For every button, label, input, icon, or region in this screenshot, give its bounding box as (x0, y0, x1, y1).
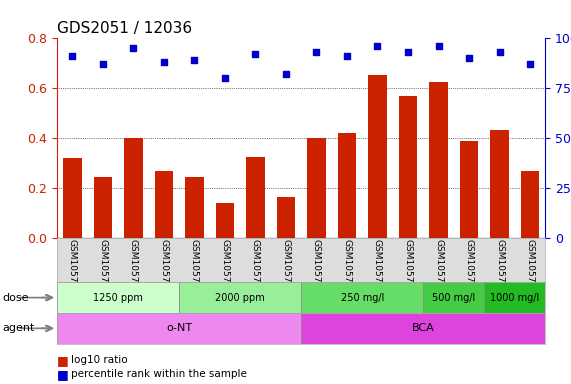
Bar (185, 177, 203, 238)
Text: dose: dose (3, 293, 29, 303)
Text: 1000 mg/l: 1000 mg/l (490, 293, 540, 303)
Point (343, 53, 352, 60)
Bar (484, 282, 545, 313)
Point (373, 43, 382, 50)
Text: 1250 ppm: 1250 ppm (93, 293, 143, 303)
Point (68, 53, 77, 60)
Bar (216, 203, 234, 238)
Text: GSM105786: GSM105786 (159, 239, 168, 295)
Text: ■: ■ (57, 354, 69, 367)
Bar (155, 170, 173, 238)
Bar (57, 282, 179, 313)
Bar (521, 170, 539, 238)
Text: ■: ■ (57, 368, 69, 381)
Point (159, 59, 168, 65)
Point (404, 49, 413, 55)
Point (525, 61, 534, 68)
Text: BCA: BCA (412, 323, 435, 333)
Text: agent: agent (3, 323, 35, 333)
Bar (179, 282, 301, 313)
Text: GSM105781: GSM105781 (495, 239, 504, 295)
Bar (301, 282, 423, 313)
Bar (57, 313, 301, 344)
Bar (63, 158, 82, 238)
Bar (246, 157, 264, 238)
Bar (368, 74, 387, 238)
Point (129, 45, 138, 51)
Text: GSM105788: GSM105788 (220, 239, 230, 295)
Point (251, 51, 260, 58)
Text: GSM105778: GSM105778 (404, 239, 412, 295)
Point (98, 61, 107, 68)
Text: GSM105776: GSM105776 (343, 239, 352, 295)
Text: GSM105789: GSM105789 (251, 239, 260, 295)
Bar (307, 138, 325, 238)
Bar (277, 197, 295, 238)
Text: GSM105777: GSM105777 (373, 239, 382, 295)
Bar (490, 129, 509, 238)
Bar (399, 96, 417, 238)
Bar (423, 282, 484, 313)
Point (434, 43, 443, 50)
Text: GSM105782: GSM105782 (525, 239, 534, 294)
Bar (301, 313, 545, 344)
Point (190, 57, 199, 63)
Text: GSM105775: GSM105775 (312, 239, 321, 295)
Point (220, 75, 230, 81)
Point (312, 49, 321, 55)
Bar (429, 82, 448, 238)
Bar (124, 138, 143, 238)
Text: o-NT: o-NT (166, 323, 192, 333)
Text: GDS2051 / 12036: GDS2051 / 12036 (57, 21, 192, 36)
Point (495, 49, 504, 55)
Point (282, 71, 291, 78)
Text: GSM105783: GSM105783 (68, 239, 77, 295)
Text: GSM105790: GSM105790 (282, 239, 291, 295)
Text: percentile rank within the sample: percentile rank within the sample (71, 369, 247, 379)
Bar (460, 141, 478, 238)
Text: log10 ratio: log10 ratio (71, 355, 128, 365)
Text: GSM105780: GSM105780 (465, 239, 473, 295)
Point (464, 55, 473, 61)
Bar (338, 133, 356, 238)
Text: GSM105785: GSM105785 (129, 239, 138, 295)
Text: 250 mg/l: 250 mg/l (340, 293, 384, 303)
Text: 500 mg/l: 500 mg/l (432, 293, 476, 303)
Bar (94, 177, 112, 238)
Text: 2000 ppm: 2000 ppm (215, 293, 265, 303)
Text: GSM105784: GSM105784 (98, 239, 107, 294)
Text: GSM105779: GSM105779 (434, 239, 443, 295)
Text: GSM105787: GSM105787 (190, 239, 199, 295)
